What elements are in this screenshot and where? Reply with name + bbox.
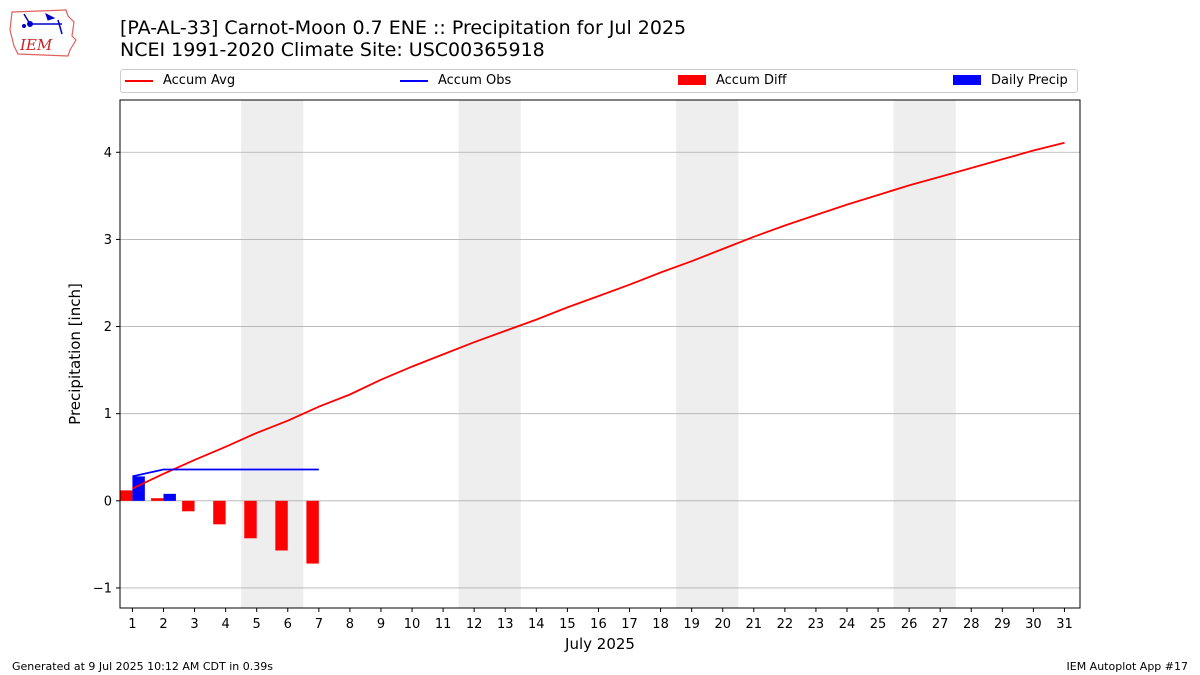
legend-swatch-daily-precip bbox=[953, 75, 981, 85]
y-tick-label: 0 bbox=[104, 494, 112, 509]
x-tick-label: 11 bbox=[435, 617, 452, 632]
x-tick-label: 27 bbox=[932, 617, 949, 632]
y-tick-label: 1 bbox=[104, 407, 112, 422]
x-tick-label: 13 bbox=[497, 617, 514, 632]
iowa-outline-icon bbox=[9, 9, 77, 57]
x-tick-label: 23 bbox=[808, 617, 825, 632]
x-tick-label: 4 bbox=[221, 617, 229, 632]
x-tick-label: 9 bbox=[377, 617, 385, 632]
y-tick-label: 3 bbox=[104, 233, 112, 248]
x-tick-label: 14 bbox=[528, 617, 545, 632]
accum-diff-bar bbox=[182, 500, 195, 512]
legend-label-daily-precip: Daily Precip bbox=[991, 73, 1068, 88]
weather-station-icon bbox=[22, 13, 63, 35]
accum-avg-line bbox=[132, 141, 1065, 490]
x-tick-label: 29 bbox=[994, 617, 1011, 632]
logo-text: IEM bbox=[19, 36, 53, 54]
plot-frame bbox=[119, 99, 1081, 609]
weekend-shade bbox=[676, 100, 739, 608]
weekend-shade bbox=[893, 100, 956, 608]
y-tick-label: 4 bbox=[104, 146, 112, 161]
x-tick-label: 8 bbox=[346, 617, 354, 632]
x-tick-label: 6 bbox=[284, 617, 292, 632]
footer-app-id: IEM Autoplot App #17 bbox=[1066, 660, 1189, 673]
x-tick-label: 30 bbox=[1025, 617, 1042, 632]
x-tick-label: 31 bbox=[1056, 617, 1073, 632]
y-tick-label: 2 bbox=[104, 320, 112, 335]
daily-precip-bar bbox=[132, 476, 145, 501]
x-tick-label: 26 bbox=[901, 617, 918, 632]
chart-title: [PA-AL-33] Carnot-Moon 0.7 ENE :: Precip… bbox=[120, 17, 687, 39]
x-tick-label: 12 bbox=[466, 617, 483, 632]
x-tick-label: 21 bbox=[746, 617, 763, 632]
accum-obs-line bbox=[132, 468, 319, 478]
x-tick-label: 25 bbox=[870, 617, 887, 632]
accum-diff-bar bbox=[151, 498, 164, 501]
x-tick-label: 2 bbox=[159, 617, 167, 632]
weekend-shade bbox=[458, 100, 521, 608]
accum-diff-bar bbox=[120, 490, 133, 501]
legend-label-accum-avg: Accum Avg bbox=[163, 73, 236, 88]
x-tick-label: 15 bbox=[559, 617, 576, 632]
x-tick-label: 10 bbox=[404, 617, 421, 632]
accum-diff-bar bbox=[306, 500, 319, 564]
legend-swatch-accum-diff bbox=[678, 75, 706, 85]
y-tick-label: −1 bbox=[93, 581, 112, 596]
x-tick-label: 24 bbox=[839, 617, 856, 632]
legend-swatch-accum-avg bbox=[125, 80, 153, 82]
y-axis-label: Precipitation [inch] bbox=[66, 283, 84, 425]
iem-logo: IEM bbox=[9, 9, 77, 57]
legend-label-accum-diff: Accum Diff bbox=[716, 73, 787, 88]
accum-diff-bar bbox=[275, 500, 288, 551]
legend-swatch-accum-obs bbox=[400, 80, 428, 82]
x-tick-label: 17 bbox=[621, 617, 638, 632]
x-tick-label: 1 bbox=[128, 617, 136, 632]
accum-diff-bar bbox=[244, 500, 257, 539]
legend-label-accum-obs: Accum Obs bbox=[438, 73, 512, 88]
footer-generated: Generated at 9 Jul 2025 10:12 AM CDT in … bbox=[12, 660, 273, 673]
x-tick-label: 3 bbox=[190, 617, 198, 632]
x-tick-label: 18 bbox=[652, 617, 669, 632]
x-tick-label: 5 bbox=[253, 617, 261, 632]
x-axis-label: July 2025 bbox=[564, 635, 635, 653]
chart-subtitle: NCEI 1991-2020 Climate Site: USC00365918 bbox=[120, 39, 545, 61]
chart-legend: Accum Avg Accum Obs Accum Diff Daily Pre… bbox=[120, 69, 1078, 93]
x-tick-label: 20 bbox=[714, 617, 731, 632]
x-tick-label: 19 bbox=[683, 617, 700, 632]
x-tick-label: 16 bbox=[590, 617, 607, 632]
x-tick-label: 7 bbox=[315, 617, 323, 632]
daily-precip-bar bbox=[163, 493, 176, 501]
x-tick-label: 28 bbox=[963, 617, 980, 632]
accum-diff-bar bbox=[213, 500, 226, 525]
x-tick-label: 22 bbox=[777, 617, 794, 632]
